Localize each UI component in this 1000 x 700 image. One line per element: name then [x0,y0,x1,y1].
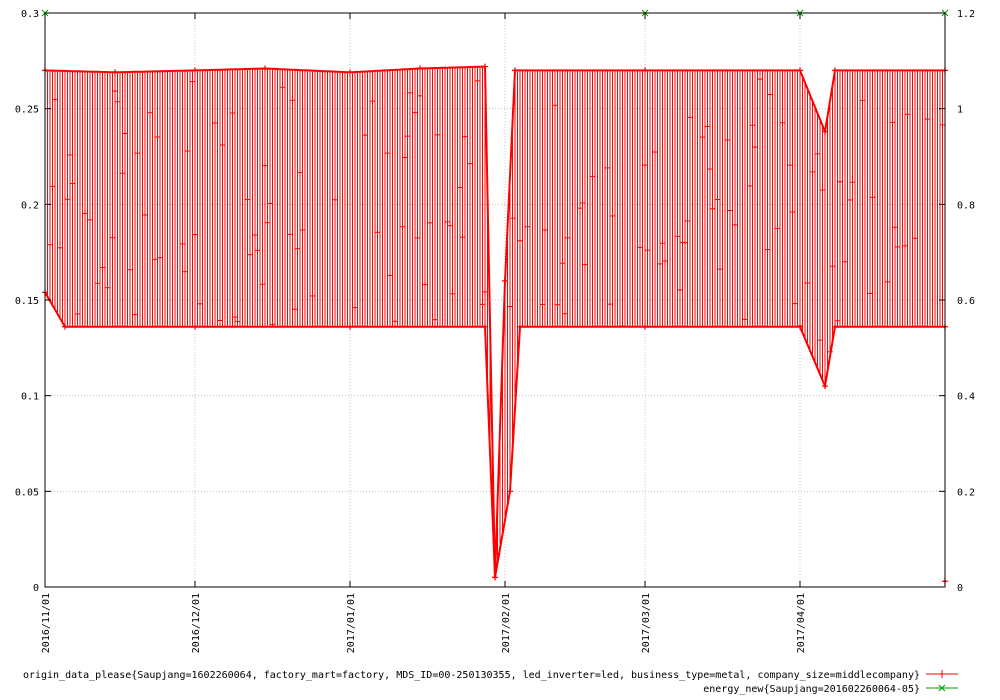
y-left-tick-label: 0 [33,583,39,594]
y-left-tick-label: 0.15 [15,296,39,307]
x-tick-label: 2017/03/01 [641,593,652,653]
y-left-tick-label: 0.1 [21,392,39,403]
plot-data [41,9,949,585]
series1-point [192,323,198,330]
series1-point [347,323,353,330]
x-tick-label: 2017/01/01 [346,593,357,653]
series1-point [642,323,648,330]
series1-point [192,67,198,74]
x-tick-label: 2016/12/01 [191,593,202,653]
y-left-tick-label: 0.3 [21,9,39,20]
y-right-tick-label: 0.8 [957,200,975,211]
axis-ticks: 0 0.05 0.1 0.15 0.2 0.25 0.3 0 0.2 0.4 0.6 0.8 1 1.2 2… [15,9,975,653]
series1-point [502,277,508,284]
legend-label: origin_data_please{Saupjang=1602260064, … [23,670,920,681]
series1-point [832,67,838,74]
series1-point [492,574,498,581]
series1-point [797,67,803,74]
series1-point [482,63,488,70]
series1-point [517,323,523,330]
series1-point [507,488,513,495]
y-left-tick-label: 0.25 [15,105,39,116]
series1-point [347,69,353,76]
y-right-tick-label: 1.2 [957,9,975,20]
series1-point [512,67,518,74]
series1-point [262,65,268,72]
series1-point [822,383,828,390]
legend-marker [938,670,946,678]
series1-point [112,69,118,76]
series1-point [822,128,828,135]
series1-point [642,67,648,74]
legend: origin_data_please{Saupjang=1602260064, … [23,670,958,695]
legend-label: energy_new{Saupjang=201602260064-05} [703,684,920,695]
y-right-tick-label: 0.2 [957,487,975,498]
y-left-tick-label: 0.2 [21,200,39,211]
y-right-tick-label: 0.6 [957,296,975,307]
series1-point [832,323,838,330]
y-left-tick-label: 0.05 [15,487,39,498]
series1-point [417,65,423,72]
legend-marker [938,684,946,692]
y-right-tick-label: 0.4 [957,392,975,403]
x-tick-label: 2017/02/01 [501,593,512,653]
x-tick-label: 2016/11/01 [41,593,52,653]
x-tick-label: 2017/04/01 [796,593,807,653]
series1-point [797,323,803,330]
y-right-tick-label: 1 [957,105,963,116]
series1-point [482,323,488,330]
y-right-tick-label: 0 [957,583,963,594]
series1-point [62,323,68,330]
